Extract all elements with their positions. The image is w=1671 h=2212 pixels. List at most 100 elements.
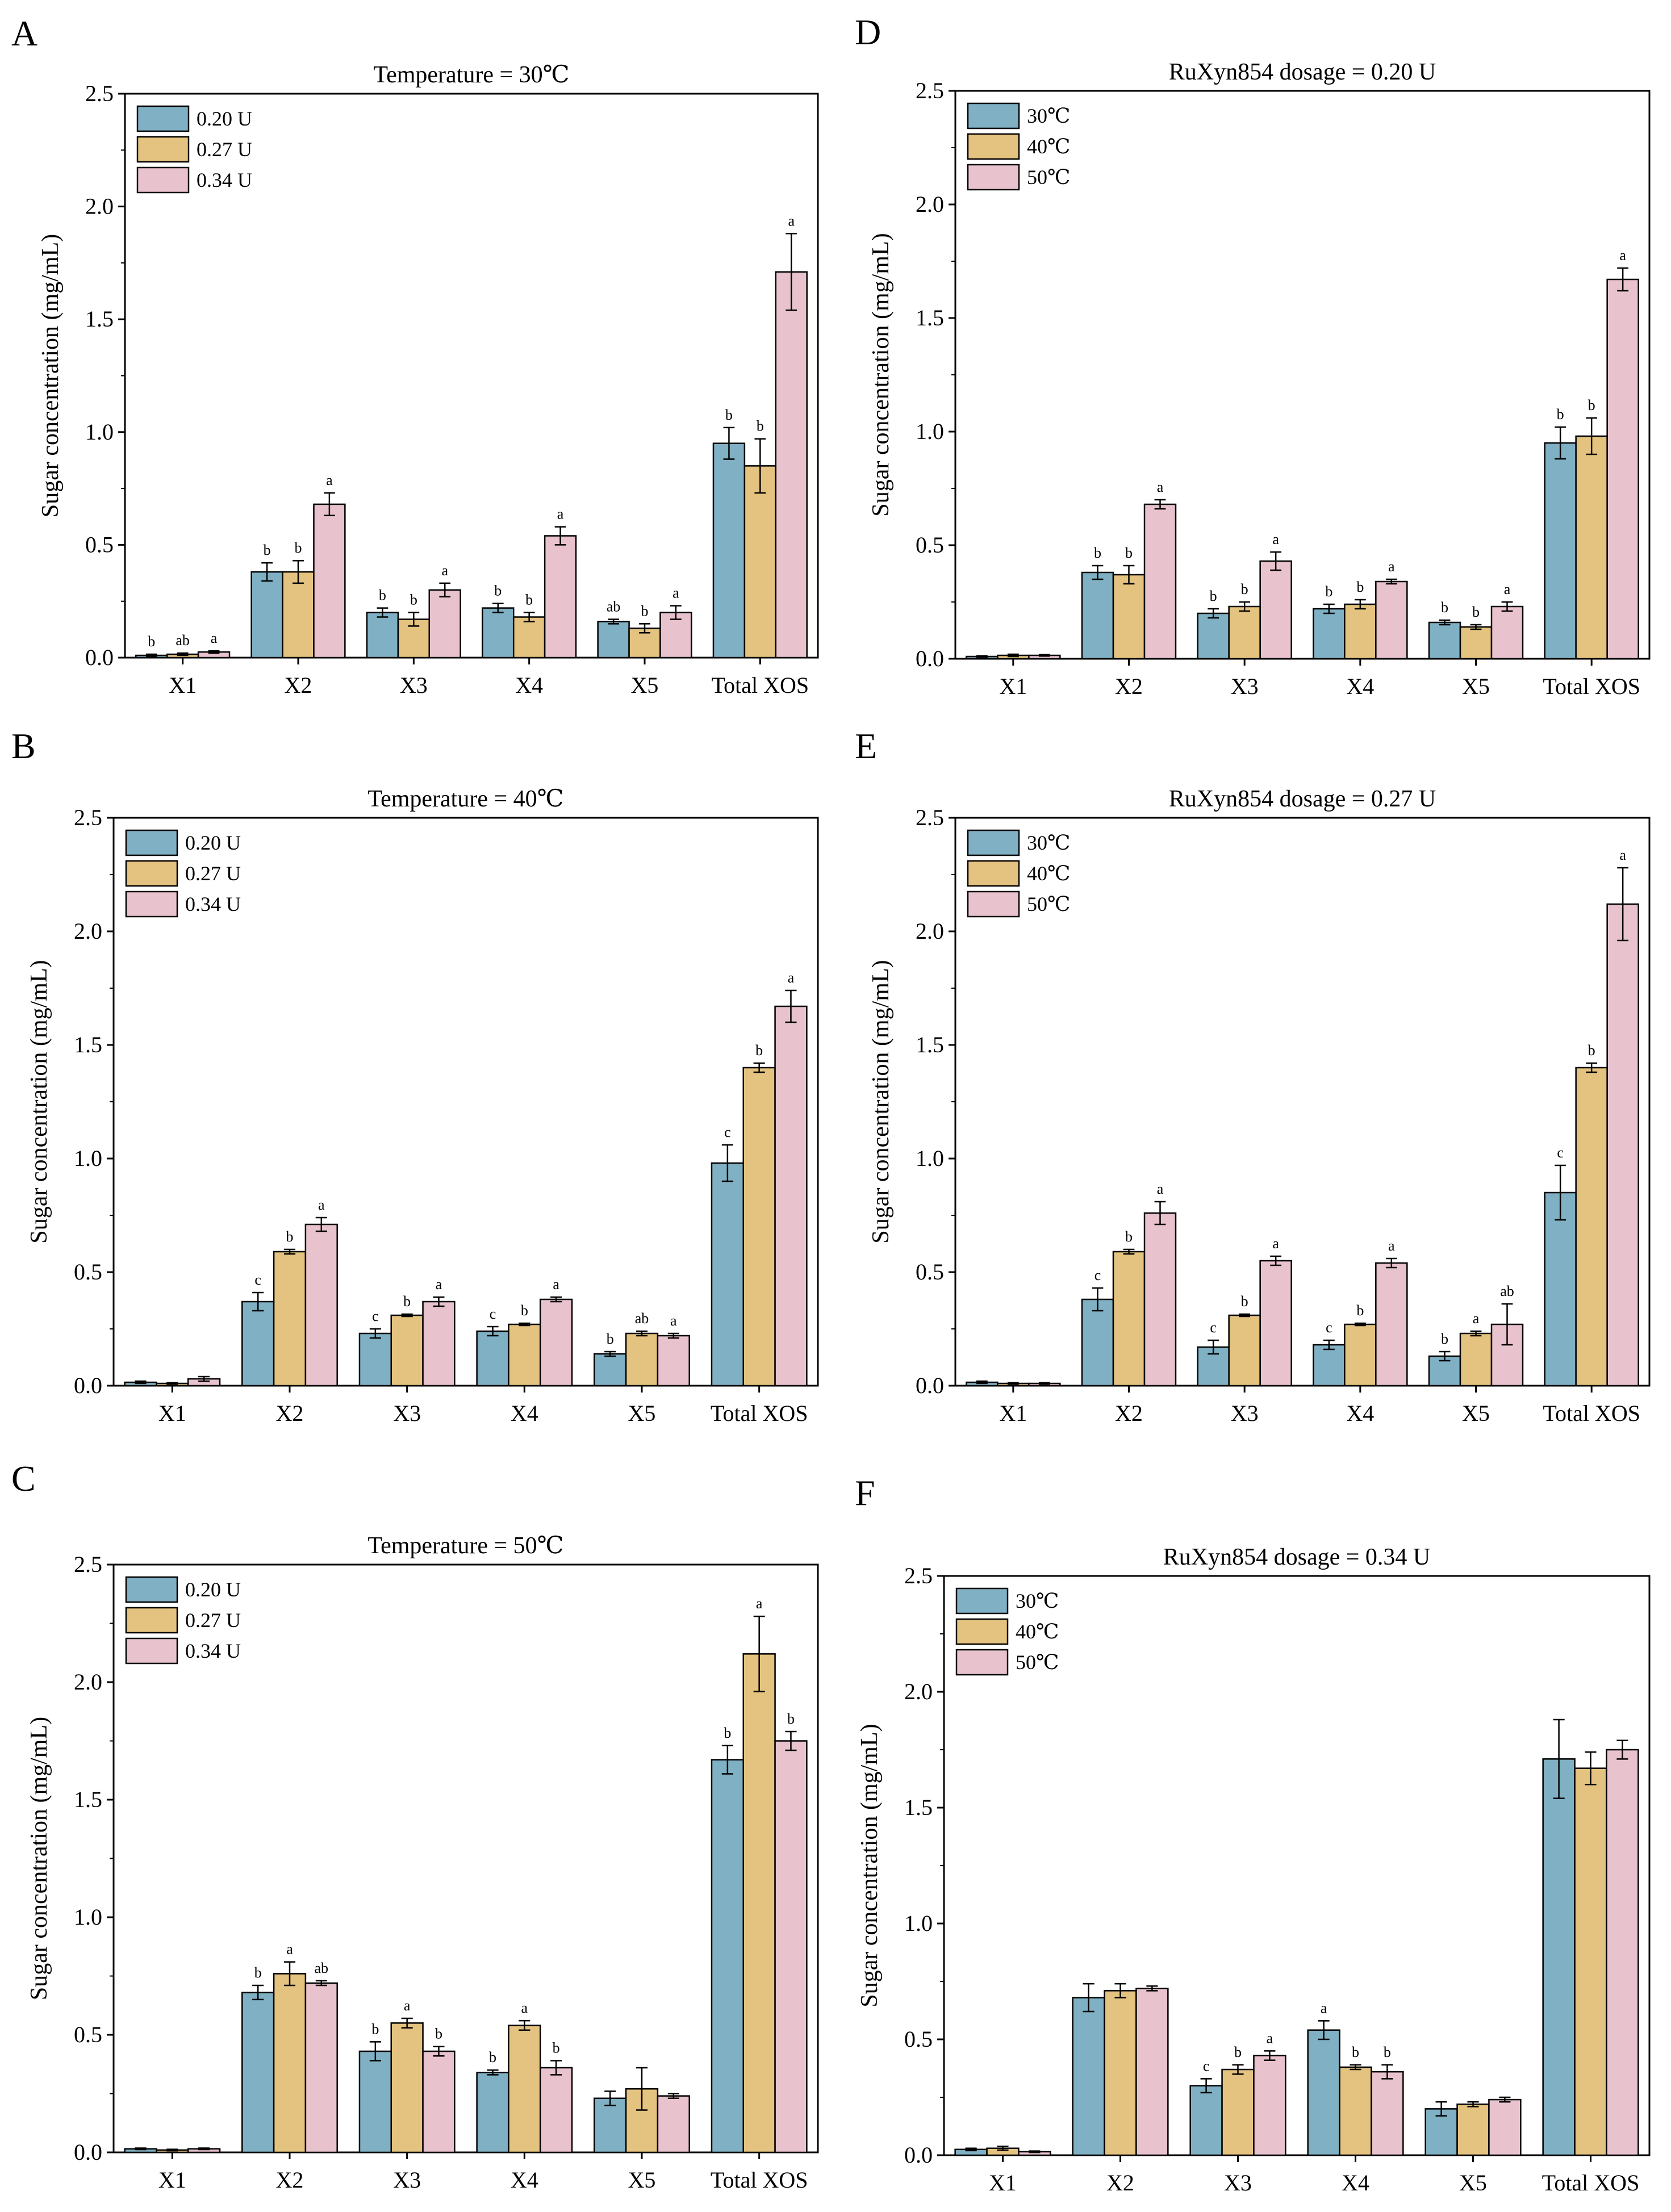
bar (1197, 612, 1230, 660)
significance-label: a (404, 1997, 411, 2014)
x-tick-label: X2 (276, 2167, 304, 2193)
bar (1197, 1346, 1230, 1387)
panel-b: B Temperature = 40℃ 0.0 0.5 1.0 1.5 2.0 2.5 Suga… (11, 726, 819, 1426)
significance-label: a (286, 1941, 293, 1958)
legend-swatch (125, 829, 178, 856)
significance-label: b (1441, 1331, 1448, 1347)
significance-label: c (1094, 1267, 1101, 1283)
y-tick-label: 2.0 (916, 918, 944, 944)
y-tick-label: 0.5 (85, 532, 114, 557)
bar (1112, 1251, 1146, 1387)
bar (1542, 1758, 1576, 2156)
significance-label: b (1234, 2044, 1242, 2060)
significance-label: b (1557, 406, 1564, 423)
bar (476, 2071, 509, 2154)
bar (774, 1740, 808, 2154)
legend-swatch (955, 1618, 1009, 1645)
significance-label: a (756, 1595, 763, 1612)
bar (1456, 2103, 1490, 2156)
x-tick-label: X2 (276, 1400, 304, 1426)
bar (1189, 2085, 1223, 2156)
significance-label: a (1267, 2030, 1273, 2046)
significance-label: c (1557, 1144, 1564, 1161)
y-tick-label: 2.0 (74, 918, 102, 944)
legend-swatch (125, 1607, 178, 1634)
y-tick-label: 1.0 (74, 1904, 102, 1930)
bar (1104, 1990, 1137, 2156)
significance-label: a (1388, 1237, 1395, 1254)
significance-label: b (1241, 581, 1248, 597)
bar (273, 1973, 307, 2154)
bar (273, 1251, 307, 1387)
x-tick-label: X4 (511, 1400, 538, 1426)
y-tick-label: 0.5 (916, 532, 944, 558)
significance-label: a (1504, 581, 1511, 597)
bar (1313, 608, 1346, 660)
significance-label: b (1588, 397, 1595, 413)
legend-label: 40℃ (1027, 862, 1070, 885)
legend-label: 0.27 U (185, 862, 241, 885)
y-tick-label: 0.5 (74, 1259, 102, 1285)
legend-swatch (125, 890, 178, 918)
significance-label: a (557, 506, 564, 522)
bar (1459, 1332, 1493, 1387)
significance-label: a (441, 562, 448, 579)
significance-label: a (670, 1312, 677, 1329)
significance-label: b (254, 1964, 262, 1981)
x-tick-label: X5 (631, 672, 659, 698)
legend-label: 30℃ (1016, 1590, 1059, 1612)
x-tick-label: X1 (158, 1400, 186, 1426)
panel-letter: E (855, 726, 877, 766)
bar (1259, 560, 1292, 660)
significance-label: b (521, 1302, 528, 1319)
significance-label: a (521, 2000, 528, 2016)
bar (282, 571, 315, 659)
legend-label: 0.34 U (185, 1640, 241, 1662)
bar (1135, 1987, 1169, 2156)
significance-label: b (435, 2026, 442, 2042)
legend-swatch (967, 890, 1020, 918)
x-tick-label: X2 (1115, 1400, 1143, 1426)
significance-label: ab (607, 598, 621, 614)
bar (422, 2050, 456, 2154)
legend-swatch (136, 166, 190, 194)
x-tick-label: X3 (393, 1400, 421, 1426)
bar (775, 271, 808, 659)
x-tick-label: X3 (393, 2167, 421, 2193)
significance-label: b (489, 2049, 496, 2065)
x-tick-label: X3 (1231, 1400, 1259, 1426)
x-tick-label: X4 (515, 672, 543, 698)
legend-label: 0.34 U (197, 169, 252, 191)
bar (1488, 2098, 1522, 2156)
panel-c: C Temperature = 50℃ 0.0 0.5 1.0 1.5 2.0 2.5 Suga… (11, 1458, 819, 2193)
significance-label: a (318, 1197, 325, 1213)
bar (390, 2022, 424, 2154)
significance-label: b (410, 592, 417, 608)
significance-label: b (1094, 545, 1101, 561)
bar (241, 1301, 275, 1387)
legend-swatch (967, 164, 1020, 191)
bar (657, 2095, 690, 2154)
y-tick-label: 2.0 (904, 1679, 933, 1704)
significance-label: b (757, 418, 764, 434)
panel-e: E RuXyn854 dosage = 0.27 U 0.0 0.5 1.0 1.5 2.0… (855, 726, 1651, 1426)
bar (1606, 903, 1639, 1387)
bar (657, 1335, 690, 1387)
significance-label: a (1473, 1310, 1480, 1327)
bar (366, 612, 399, 659)
significance-label: c (1203, 2058, 1210, 2074)
significance-label: b (755, 1042, 763, 1059)
bar (1344, 1323, 1377, 1387)
legend-label: 30℃ (1027, 104, 1070, 127)
bar (1544, 1191, 1577, 1387)
legend-label: 40℃ (1027, 135, 1070, 158)
x-tick-label: X4 (1346, 674, 1374, 699)
bar (1424, 2108, 1458, 2156)
significance-label: c (1210, 1319, 1217, 1336)
significance-label: a (1619, 847, 1626, 863)
bar (313, 503, 346, 659)
x-tick-label: X5 (1459, 2170, 1487, 2196)
x-tick-label: X5 (628, 2167, 656, 2193)
legend-swatch (125, 860, 178, 887)
bar (512, 616, 546, 659)
